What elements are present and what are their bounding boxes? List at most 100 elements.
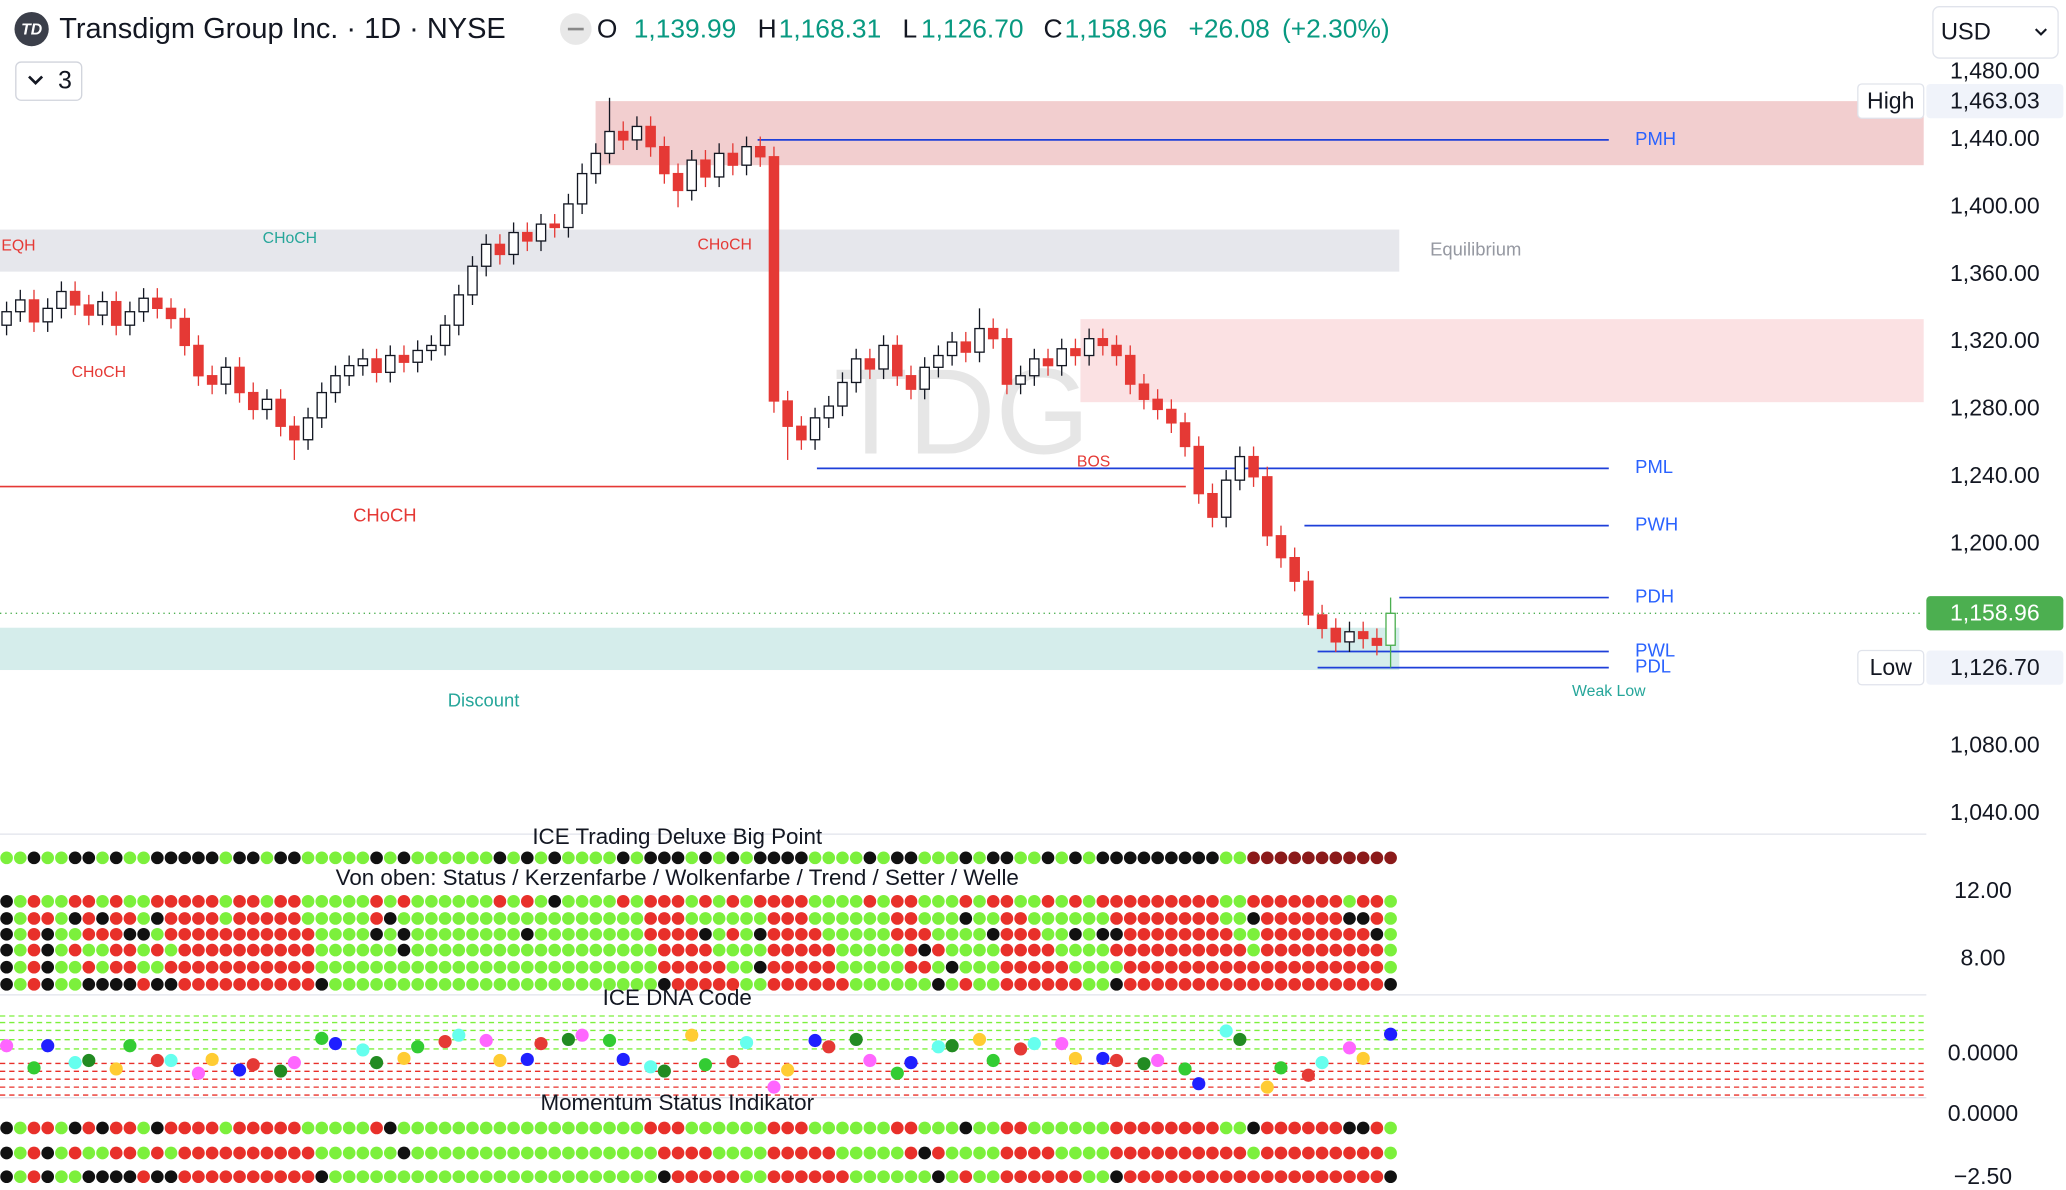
status-dot: [493, 895, 507, 908]
status-dot: [82, 1146, 96, 1160]
status-dot: [904, 978, 918, 991]
status-dot: [137, 943, 150, 957]
candle-body: [590, 152, 602, 175]
status-dot: [329, 851, 342, 865]
dna-dot: [123, 1039, 137, 1053]
status-dot: [452, 851, 466, 865]
status-dot: [740, 895, 753, 908]
status-dot: [55, 895, 68, 908]
status-dot: [123, 943, 137, 957]
status-dot: [1302, 1146, 1315, 1160]
status-dot: [479, 1121, 493, 1135]
status-dot: [863, 1170, 877, 1184]
status-dot: [55, 1170, 68, 1184]
status-dot: [68, 943, 82, 957]
status-dot: [452, 927, 466, 941]
y-tick-label: 1,320.00: [1950, 327, 2040, 353]
status-dot: [603, 912, 616, 925]
status-dot: [836, 927, 849, 941]
dna-dot: [685, 1028, 699, 1042]
status-dot: [1274, 978, 1288, 991]
currency-button[interactable]: [1932, 6, 2059, 59]
candle-body: [193, 344, 204, 377]
status-dot: [1370, 978, 1384, 991]
candle-body: [343, 364, 355, 377]
status-dot: [877, 960, 890, 974]
status-dot: [973, 978, 986, 991]
pane-title: ICE DNA Code: [603, 985, 752, 1010]
candle-body: [823, 405, 835, 419]
indicator-toggle[interactable]: [15, 61, 83, 101]
status-dot: [1110, 960, 1123, 974]
status-dot: [1041, 1121, 1055, 1135]
status-dot: [603, 943, 616, 957]
candle-body: [1070, 348, 1081, 357]
status-dot: [932, 1121, 945, 1135]
status-dot: [973, 912, 986, 925]
status-dot: [301, 927, 315, 941]
status-dot: [1384, 960, 1397, 974]
status-dot: [150, 1146, 164, 1160]
status-dot: [1178, 960, 1192, 974]
status-dot: [822, 912, 836, 925]
candle-body: [1371, 637, 1383, 646]
status-dot: [13, 912, 27, 925]
candle-body: [782, 400, 793, 427]
status-dot: [630, 927, 644, 941]
status-dot: [726, 895, 740, 908]
status-dot: [1178, 895, 1192, 908]
status-dot: [370, 1121, 383, 1135]
status-dot: [795, 1170, 808, 1184]
status-dot: [55, 851, 68, 865]
status-dot: [822, 943, 836, 957]
status-dot: [315, 943, 329, 957]
status-dot: [219, 912, 233, 925]
candle-body: [1138, 383, 1150, 400]
status-dot: [397, 851, 411, 865]
status-dot: [137, 960, 150, 974]
status-dot: [493, 851, 507, 865]
status-dot: [863, 960, 877, 974]
candle-body: [1015, 375, 1026, 385]
status-dot: [1370, 927, 1384, 941]
status-dot: [1288, 1121, 1302, 1135]
candle-body: [439, 324, 451, 347]
status-dot: [301, 912, 315, 925]
status-dot: [1219, 851, 1233, 865]
status-dot: [712, 912, 726, 925]
status-dot: [712, 927, 726, 941]
status-dot: [507, 895, 520, 908]
status-dot: [1233, 927, 1247, 941]
status-dot: [329, 1146, 342, 1160]
status-dot: [1192, 1170, 1206, 1184]
level-label: PMH: [1635, 128, 1676, 149]
status-dot: [616, 978, 630, 991]
status-dot: [1014, 895, 1027, 908]
last-price-value-bg: [1926, 596, 2064, 631]
status-dot: [1192, 895, 1206, 908]
status-dot: [959, 895, 973, 908]
candle-body: [42, 307, 53, 323]
status-dot: [1233, 851, 1247, 865]
status-dot: [1014, 851, 1027, 865]
status-dot: [192, 1121, 205, 1135]
status-dot: [781, 912, 794, 925]
status-dot: [27, 1146, 41, 1160]
status-dot: [808, 927, 822, 941]
status-dot: [383, 895, 397, 908]
status-dot: [1288, 851, 1302, 865]
status-dot: [849, 851, 863, 865]
dna-dot: [109, 1062, 123, 1076]
status-dot: [1137, 912, 1151, 925]
status-dot: [1192, 851, 1206, 865]
status-dot: [1206, 943, 1219, 957]
candle-body: [357, 358, 369, 367]
status-dot: [1260, 960, 1274, 974]
status-dot: [466, 895, 479, 908]
status-dot: [383, 1121, 397, 1135]
status-dot: [123, 927, 137, 941]
dna-dot: [767, 1080, 781, 1094]
status-dot: [822, 1121, 836, 1135]
status-dot: [233, 927, 246, 941]
status-dot: [137, 851, 150, 865]
